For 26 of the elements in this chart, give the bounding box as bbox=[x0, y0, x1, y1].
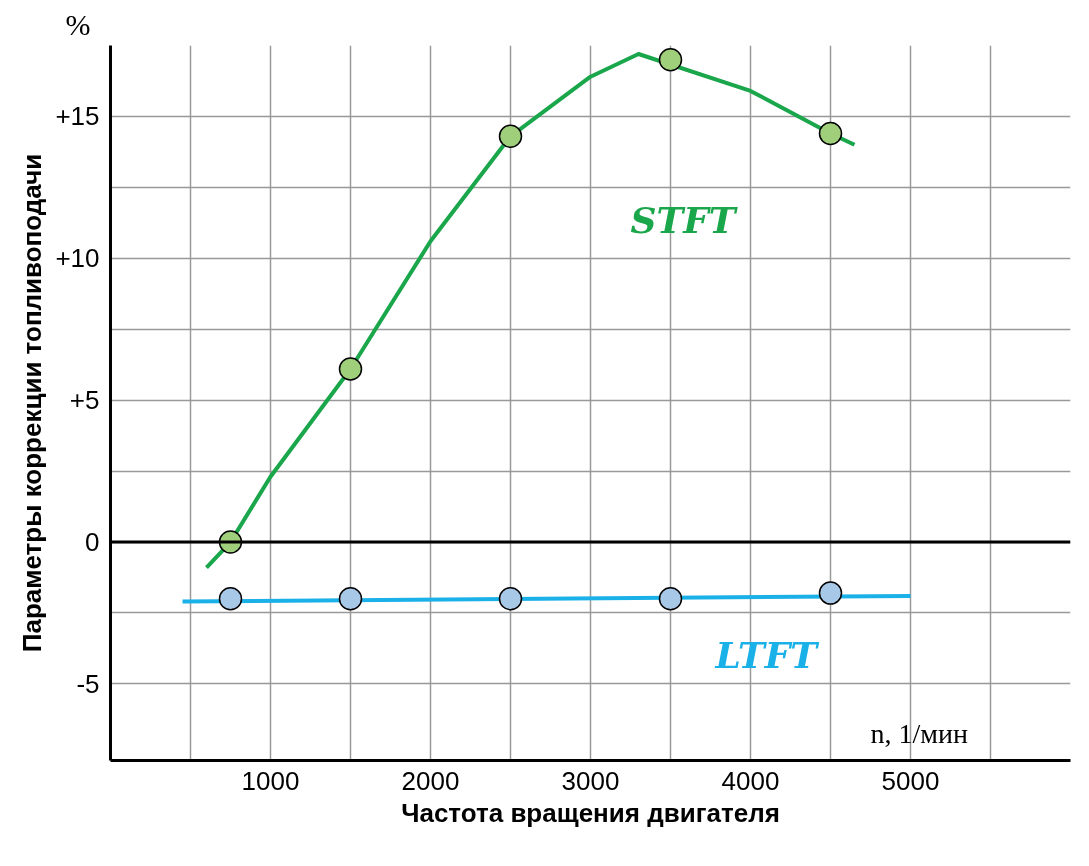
y-tick-label: 0 bbox=[85, 527, 100, 558]
annotation: n, 1/мин bbox=[870, 717, 968, 749]
point bbox=[338, 587, 363, 611]
point bbox=[658, 587, 683, 611]
x-tick-label: 3000 bbox=[561, 765, 620, 796]
y-tick-label: +15 bbox=[55, 101, 100, 132]
point bbox=[818, 121, 843, 146]
y-tick-label: +10 bbox=[55, 243, 100, 274]
x-tick-label: 1000 bbox=[241, 765, 300, 796]
text: STFT bbox=[630, 198, 738, 241]
line-series bbox=[204, 52, 857, 570]
y-tick-label: -5 bbox=[76, 668, 100, 699]
x-tick-label: 5000 bbox=[881, 765, 940, 796]
series-label: LTFT bbox=[714, 633, 820, 676]
y-tick-label: +5 bbox=[69, 385, 100, 416]
point bbox=[218, 587, 243, 611]
text: % bbox=[65, 7, 91, 41]
point bbox=[498, 587, 523, 611]
point bbox=[498, 124, 523, 149]
point bbox=[338, 357, 363, 381]
x-axis-title: Частота вращения двигателя bbox=[401, 797, 780, 828]
x-tick-label: 4000 bbox=[721, 765, 780, 796]
x-tick-label: 2000 bbox=[401, 765, 460, 796]
y-axis-title: Параметры коррекции топливоподачи bbox=[17, 153, 48, 653]
point bbox=[658, 47, 683, 72]
point bbox=[818, 581, 843, 605]
